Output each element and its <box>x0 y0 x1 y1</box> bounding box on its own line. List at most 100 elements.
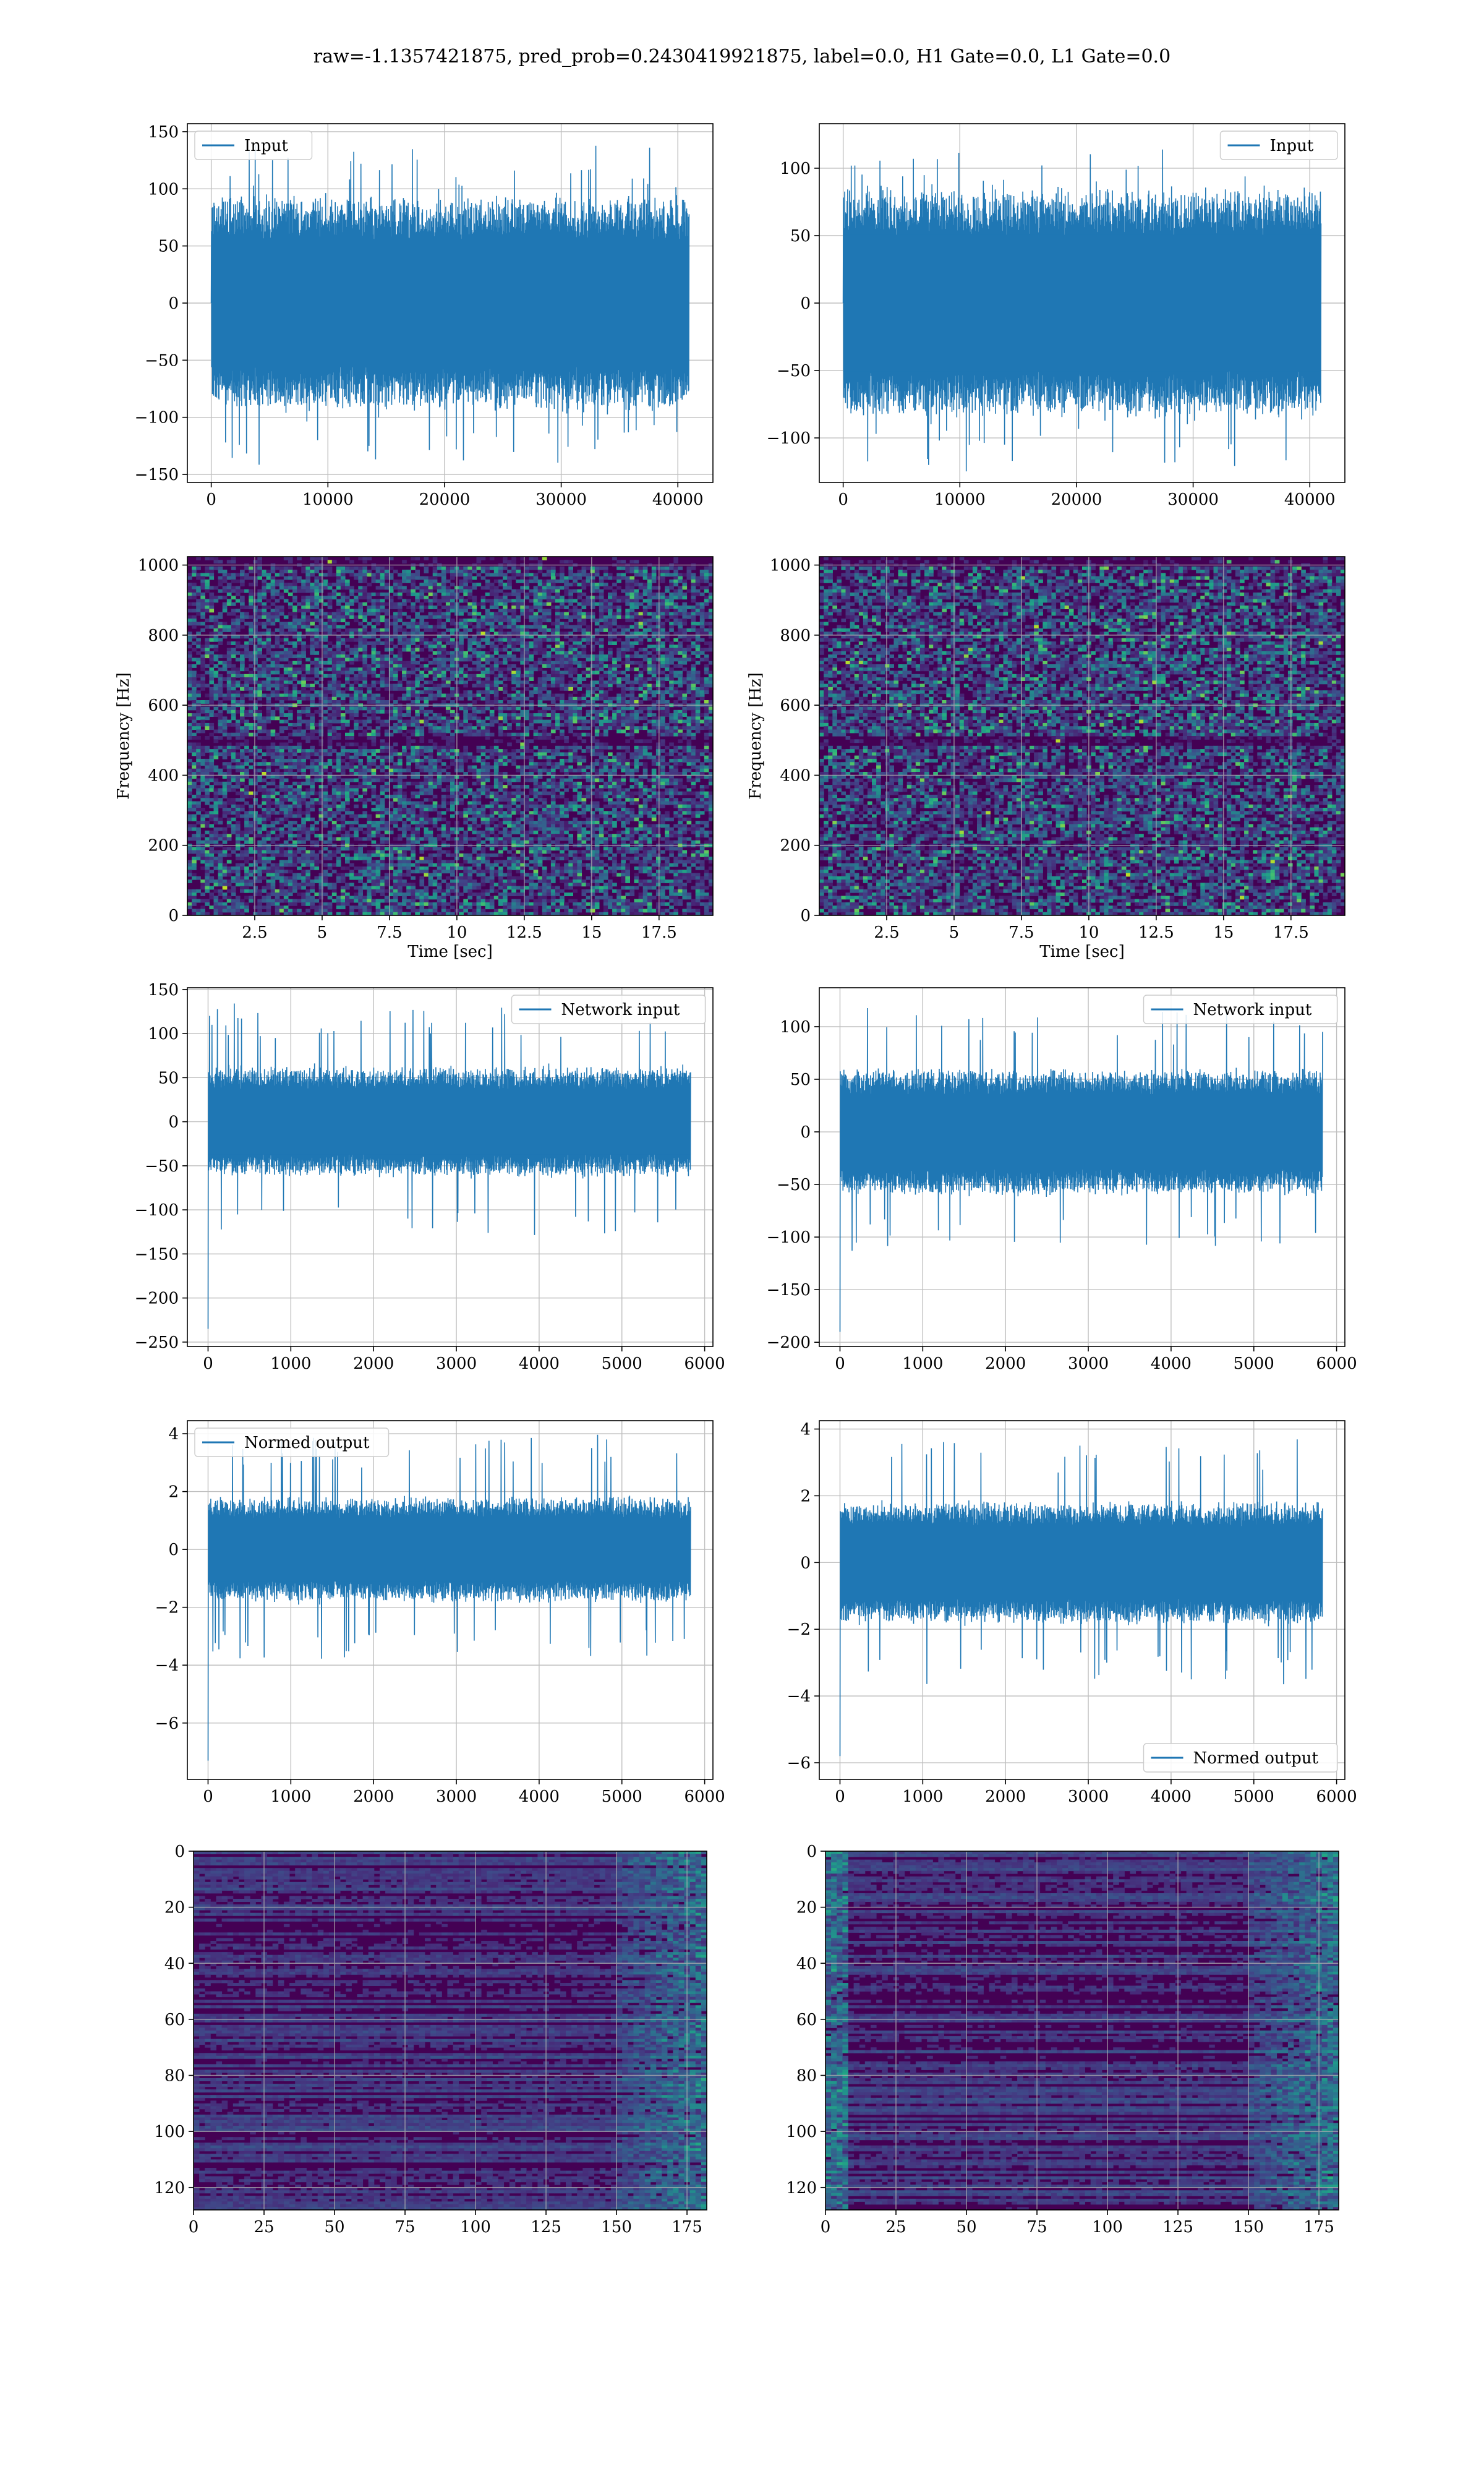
l1-spectrogram-ytick-label: 0 <box>800 907 811 925</box>
h1-network-input-xtick-label: 0 <box>203 1355 213 1373</box>
l1-network-input-ytick-label: 100 <box>780 1018 811 1037</box>
h1-input-legend: Input <box>194 131 313 160</box>
l1-normed-output-xtick-label: 3000 <box>1068 1787 1109 1806</box>
h1-input-ytick-label: 0 <box>168 294 179 313</box>
l1-input-xtick-label: 0 <box>838 490 848 509</box>
h1-network-input-xtick-label: 3000 <box>436 1355 477 1373</box>
panels: 0 10000 20000 30000 40000−150−100−5005010015… <box>114 123 1357 2236</box>
h1-spectrogram-ylabel: Frequency [Hz] <box>114 672 133 800</box>
h1-spectrogram-xtick-label: 10 <box>446 923 467 942</box>
h1-normed-output-xtick-label: 0 <box>203 1787 213 1806</box>
h1-network-input-legend: Network input <box>511 995 706 1024</box>
h1-normed-output-ytick-label: 0 <box>168 1541 179 1559</box>
l1-spectrogram-xtick-label: 15 <box>1213 923 1234 942</box>
l1-network-input-ytick-label: 50 <box>790 1071 811 1089</box>
h1-normed-output-ytick-label: 2 <box>168 1483 179 1502</box>
h1-network-input-frame <box>187 987 714 1347</box>
figure-suptitle: raw=-1.1357421875, pred_prob=0.243041992… <box>313 46 1171 67</box>
l1-feature-map-ytick-label: 20 <box>796 1899 817 1917</box>
l1-feature-map-ytick-label: 0 <box>806 1843 817 1861</box>
l1-spectrogram-xtick-label: 10 <box>1078 923 1099 942</box>
l1-input-xtick-label: 10000 <box>934 490 986 509</box>
h1-input-ytick-label: 50 <box>158 238 179 256</box>
h1-input-xtick-label: 10000 <box>302 490 354 509</box>
h1-feature-map-ytick-label: 20 <box>164 1899 185 1917</box>
h1-input-panel: 0 10000 20000 30000 40000 −150 −100 −50 0 50 100 15… <box>135 123 714 509</box>
h1-spectrogram-ytick-label: 1000 <box>138 557 179 575</box>
h1-spectrogram-xlabel: Time [sec] <box>407 943 493 961</box>
l1-normed-output-ytick-label: −6 <box>787 1754 811 1773</box>
l1-network-input-xtick-label: 1000 <box>902 1355 943 1373</box>
l1-normed-output-xtick-label: 1000 <box>902 1787 943 1806</box>
h1-normed-output-xtick-label: 3000 <box>436 1787 477 1806</box>
h1-network-input-series-band <box>208 1089 691 1155</box>
l1-spectrogram-ytick-label: 1000 <box>770 557 811 575</box>
l1-input-legend: Input <box>1219 131 1338 160</box>
h1-spectrogram-grid <box>187 557 713 916</box>
h1-feature-map-frame <box>193 1851 707 2211</box>
h1-spectrogram-xtick-label: 17.5 <box>641 923 677 942</box>
l1-network-input-ytick-label: −100 <box>767 1228 811 1247</box>
l1-network-input-ytick-label: −50 <box>777 1176 811 1194</box>
h1-feature-map-xtick-label: 50 <box>324 2218 344 2236</box>
l1-spectrogram-xtick-label: 5 <box>949 923 960 942</box>
l1-input-xtick-label: 40000 <box>1284 490 1336 509</box>
h1-feature-map-ytick-label: 0 <box>174 1843 185 1861</box>
h1-network-input-panel: 0 1000 2000 3000 4000 5000 6000−250−200−150−10… <box>135 981 725 1373</box>
h1-input-ytick-label: −100 <box>135 409 179 427</box>
l1-network-input-xtick-label: 0 <box>835 1355 845 1373</box>
h1-spectrogram-xtick-label: 7.5 <box>377 923 402 942</box>
l1-normed-output-legend-label: Normed output <box>1193 1749 1319 1768</box>
l1-normed-output-xtick-label: 6000 <box>1316 1787 1357 1806</box>
h1-input-ytick-label: 150 <box>148 123 179 142</box>
h1-network-input-legend-label: Network input <box>561 1001 680 1019</box>
l1-feature-map-image <box>825 1851 1339 2210</box>
l1-normed-output-series-band <box>840 1526 1323 1599</box>
h1-input-ytick-label: −50 <box>145 351 179 370</box>
l1-network-input-xtick-label: 4000 <box>1151 1355 1192 1373</box>
h1-input-legend-label: Input <box>244 137 288 155</box>
l1-feature-map-ytick-label: 120 <box>786 2179 817 2198</box>
h1-feature-map-xtick-label: 0 <box>189 2218 199 2236</box>
l1-network-input-legend-label: Network input <box>1193 1001 1312 1019</box>
l1-normed-output-panel: 0 1000 2000 3000 4000 5000 6000 −6 −4 −2 0 2 4 Normed… <box>787 1420 1357 1806</box>
h1-normed-output-xtick-label: 2000 <box>353 1787 394 1806</box>
h1-network-input-ytick-label: 100 <box>148 1025 179 1043</box>
h1-spectrogram-xtick-label: 2.5 <box>242 923 267 942</box>
l1-input-ytick-label: −50 <box>777 362 811 380</box>
h1-feature-map-ytick-label: 40 <box>164 1954 185 1973</box>
l1-network-input-ytick-label: −150 <box>767 1281 811 1299</box>
h1-normed-output-xtick-label: 4000 <box>519 1787 560 1806</box>
l1-normed-output-legend: Normed output <box>1143 1743 1338 1773</box>
h1-normed-output-xtick-label: 5000 <box>602 1787 642 1806</box>
l1-input-xtick-label: 20000 <box>1051 490 1102 509</box>
h1-input-ytick-label: 100 <box>148 180 179 199</box>
l1-feature-map-xtick-label: 175 <box>1303 2218 1334 2236</box>
h1-spectrogram-xtick-label: 15 <box>581 923 602 942</box>
l1-spectrogram-ylabel: Frequency [Hz] <box>746 672 765 800</box>
l1-feature-map-xtick-label: 25 <box>885 2218 906 2236</box>
h1-feature-map-xtick-label: 75 <box>394 2218 415 2236</box>
h1-network-input-xtick-label: 6000 <box>684 1355 725 1373</box>
h1-normed-output-series-line <box>207 1434 691 1761</box>
l1-spectrogram-xtick-label: 17.5 <box>1273 923 1309 942</box>
h1-normed-output-xtick-label: 1000 <box>270 1787 311 1806</box>
h1-normed-output-legend-label: Normed output <box>244 1434 370 1452</box>
h1-spectrogram-ytick-label: 0 <box>168 907 179 925</box>
l1-normed-output-xtick-label: 0 <box>835 1787 845 1806</box>
l1-input-ytick-label: 0 <box>800 294 811 313</box>
h1-feature-map-ytick-label: 120 <box>154 2179 185 2198</box>
l1-input-ytick-label: 100 <box>780 160 811 178</box>
h1-network-input-xtick-label: 1000 <box>270 1355 311 1373</box>
l1-spectrogram-image <box>819 557 1345 915</box>
h1-input-xtick-label: 40000 <box>652 490 704 509</box>
l1-normed-output-ytick-label: 2 <box>800 1487 811 1505</box>
h1-normed-output-frame <box>187 1420 714 1780</box>
l1-input-ytick-label: 50 <box>790 227 811 246</box>
h1-feature-map-xtick-label: 125 <box>531 2218 561 2236</box>
l1-spectrogram-xlabel: Time [sec] <box>1039 943 1125 961</box>
l1-input-ytick-label: −100 <box>767 429 811 448</box>
h1-normed-output-ytick-label: −6 <box>155 1714 179 1733</box>
h1-feature-map-ytick-label: 60 <box>164 2011 185 2029</box>
